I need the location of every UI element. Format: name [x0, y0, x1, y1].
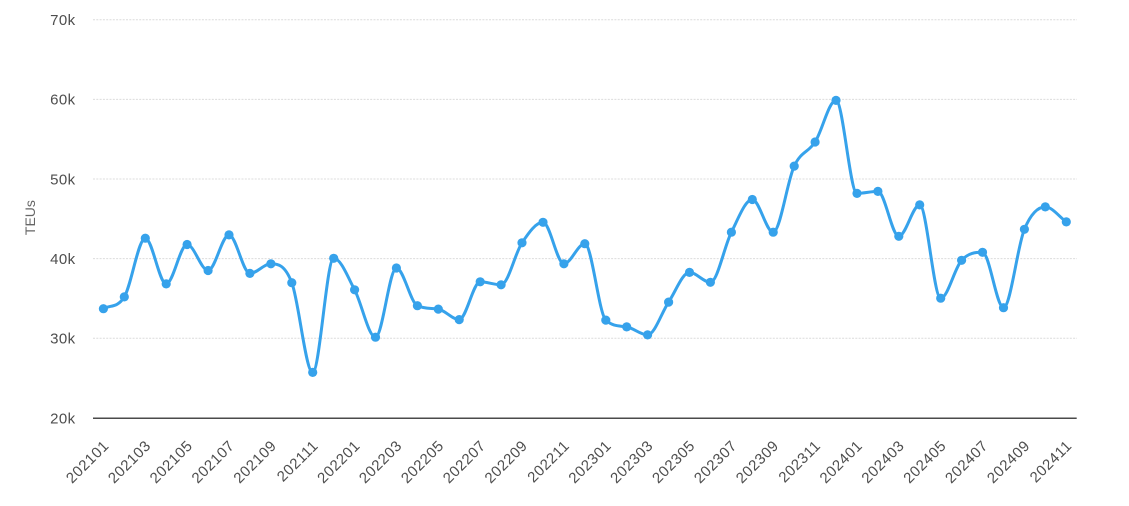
svg-text:202111: 202111	[274, 437, 322, 485]
svg-text:60k: 60k	[50, 92, 75, 109]
svg-text:202203: 202203	[356, 437, 406, 487]
svg-text:202409: 202409	[984, 437, 1034, 487]
svg-text:40k: 40k	[50, 251, 75, 268]
svg-text:202405: 202405	[900, 437, 950, 487]
svg-text:30k: 30k	[50, 331, 75, 348]
svg-text:202205: 202205	[398, 437, 448, 487]
svg-text:202407: 202407	[942, 437, 992, 487]
svg-text:202309: 202309	[733, 437, 783, 487]
svg-text:202109: 202109	[230, 437, 280, 487]
svg-text:TEUs: TEUs	[22, 200, 38, 235]
svg-text:202311: 202311	[775, 437, 824, 486]
svg-text:202201: 202201	[314, 437, 364, 487]
svg-text:202307: 202307	[691, 437, 741, 487]
svg-text:202209: 202209	[482, 437, 532, 487]
svg-text:202303: 202303	[607, 437, 657, 487]
svg-text:70k: 70k	[50, 12, 75, 29]
svg-text:202411: 202411	[1027, 437, 1076, 486]
svg-text:202105: 202105	[147, 437, 197, 487]
svg-text:202301: 202301	[565, 437, 615, 487]
svg-text:202207: 202207	[440, 437, 490, 487]
svg-text:202101: 202101	[63, 437, 113, 487]
svg-text:20k: 20k	[50, 411, 75, 428]
svg-text:202107: 202107	[189, 437, 239, 487]
svg-text:50k: 50k	[50, 171, 75, 188]
svg-text:202305: 202305	[649, 437, 699, 487]
svg-text:202403: 202403	[858, 437, 908, 487]
svg-text:202401: 202401	[817, 437, 867, 487]
svg-text:202103: 202103	[105, 437, 155, 487]
svg-text:202211: 202211	[524, 437, 573, 486]
